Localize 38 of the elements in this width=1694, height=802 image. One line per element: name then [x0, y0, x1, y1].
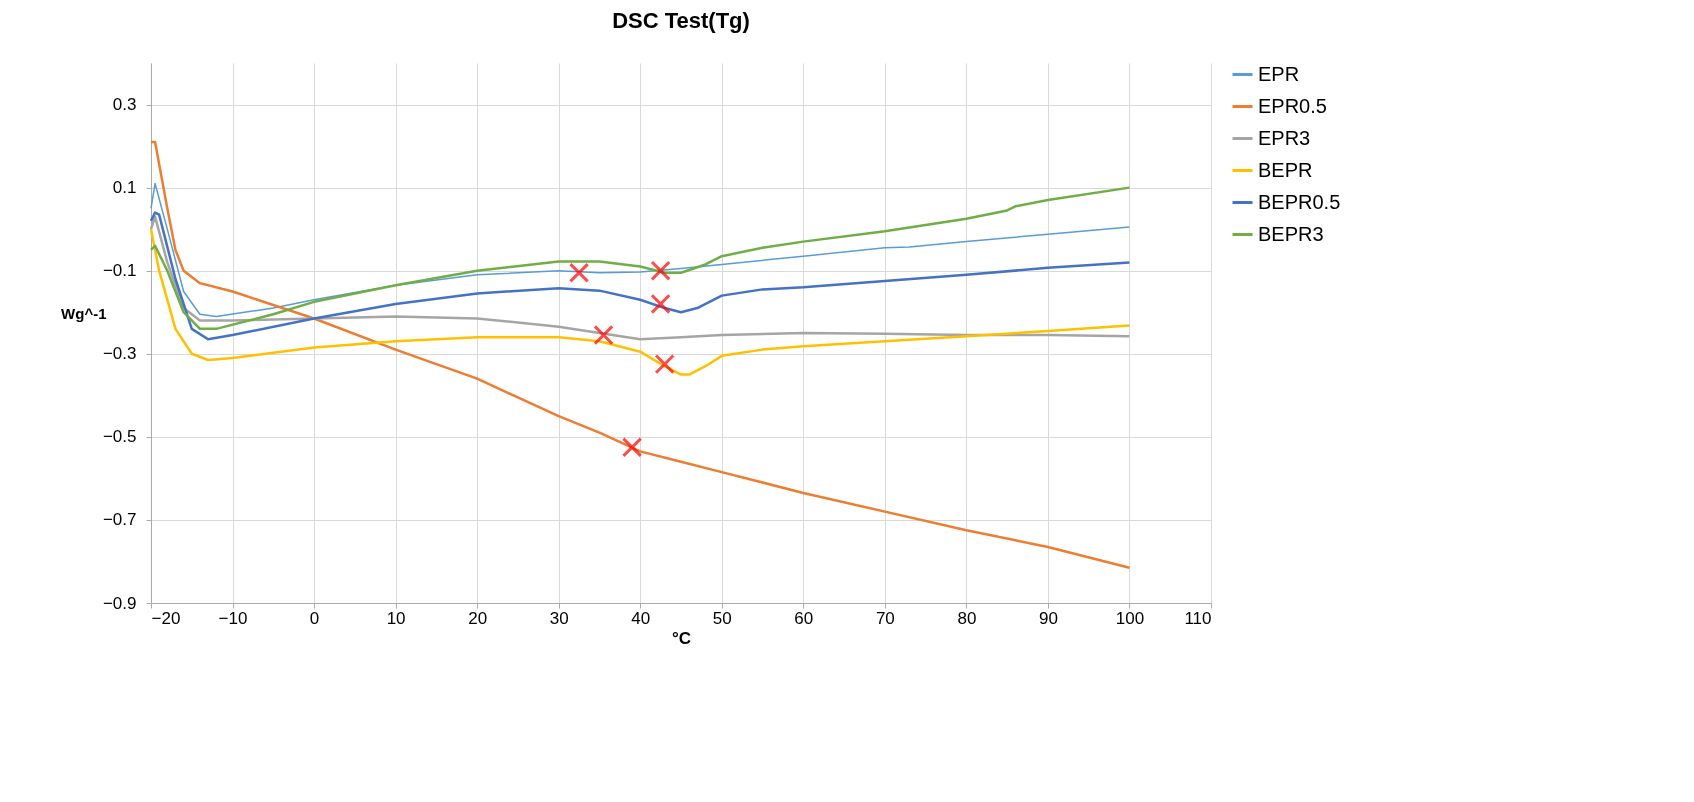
y-tick-label: 0.3: [112, 95, 137, 115]
legend-label: BEPR3: [1258, 222, 1324, 245]
x-tick-label: 60: [794, 608, 814, 628]
x-tick-label: 100: [1115, 608, 1145, 628]
x-tick-label: 30: [549, 608, 569, 628]
x-tick-label: 50: [712, 608, 732, 628]
x-tick-label: 10: [386, 608, 406, 628]
chart-title: DSC Test(Tg): [612, 8, 750, 33]
x-tick-label: −10: [218, 608, 248, 628]
y-tick-label: −0.9: [102, 593, 137, 613]
y-axis-title: Wg^-1: [61, 304, 107, 322]
point: [593, 324, 614, 346]
x-tick-label: 40: [631, 608, 651, 628]
legend-label: EPR0.5: [1258, 94, 1327, 117]
y-tick-label: −0.1: [102, 261, 137, 281]
line-series: [149, 140, 1131, 569]
y-tick-label: −0.3: [102, 344, 137, 364]
point: [621, 437, 643, 458]
x-tick-label: 90: [1038, 608, 1058, 628]
y-tick-label: −0.5: [102, 427, 137, 447]
x-tick-label: 0: [309, 608, 320, 628]
y-tick-label: 0.1: [112, 178, 137, 198]
x-tick-label: 80: [957, 608, 977, 628]
x-tick-label: −20: [151, 608, 181, 628]
legend-label: EPR3: [1258, 126, 1311, 149]
point: [650, 293, 671, 315]
point: [568, 262, 590, 283]
legend-label: BEPR0.5: [1258, 190, 1341, 213]
x-axis-title: °C: [671, 628, 692, 648]
point: [650, 260, 671, 281]
x-tick-label: 20: [468, 608, 488, 628]
y-tick-label: −0.7: [102, 510, 137, 530]
legend-label: EPR: [1258, 62, 1300, 85]
line-series: [149, 227, 1131, 376]
x-tick-label: 70: [875, 608, 895, 628]
legend-label: BEPR: [1258, 158, 1313, 181]
x-tick-label: 110: [1184, 608, 1212, 628]
point: [654, 353, 675, 375]
